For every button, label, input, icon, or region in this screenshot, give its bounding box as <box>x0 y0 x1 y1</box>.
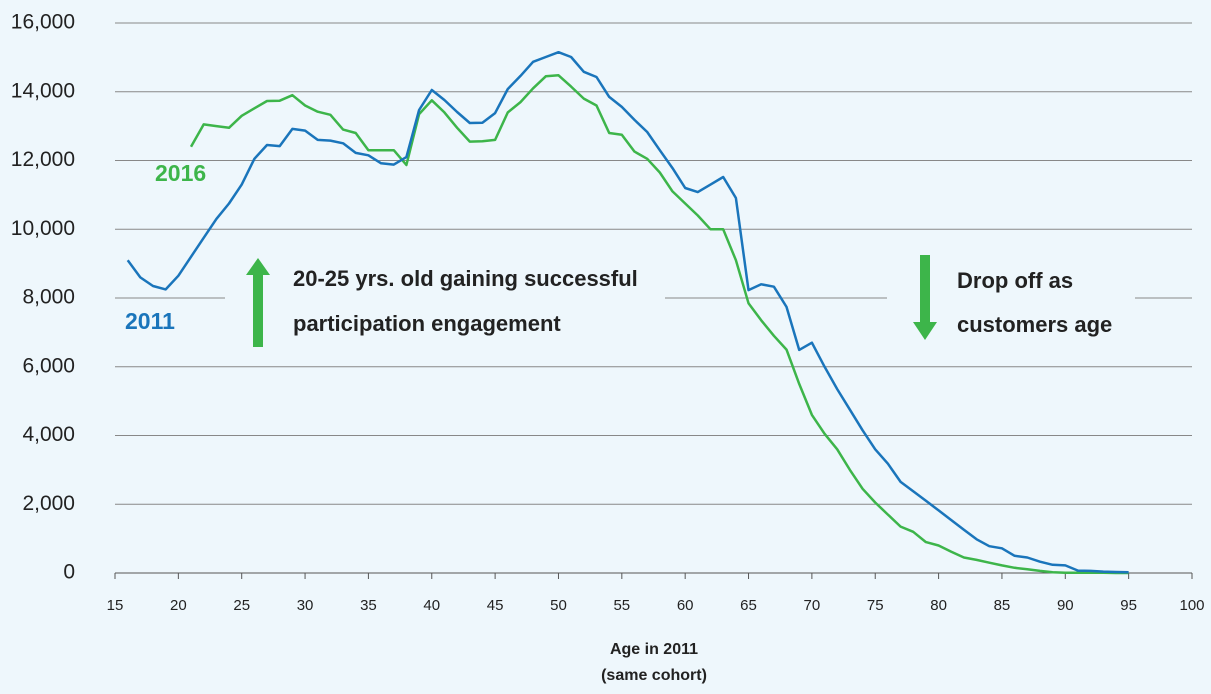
x-axis-label: Age in 2011 <box>610 641 698 658</box>
annotation: participation engagement <box>293 311 561 336</box>
x-tick-label: 60 <box>677 597 694 614</box>
annotation: Drop off as <box>957 268 1073 293</box>
y-tick-label: 16,000 <box>11 11 75 34</box>
y-tick-label: 12,000 <box>11 148 75 171</box>
y-tick-label: 10,000 <box>11 217 75 240</box>
y-tick-label: 2,000 <box>22 492 75 515</box>
annotation-box <box>225 250 665 350</box>
x-tick-label: 40 <box>423 597 440 614</box>
x-tick-label: 90 <box>1057 597 1074 614</box>
series-label: 2016 <box>155 160 206 186</box>
x-tick-label: 50 <box>550 597 567 614</box>
x-tick-label: 95 <box>1120 597 1137 614</box>
x-tick-label: 20 <box>170 597 187 614</box>
x-tick-label: 45 <box>487 597 504 614</box>
y-tick-label: 14,000 <box>11 79 75 102</box>
arrow-up <box>246 258 270 347</box>
x-tick-label: 70 <box>804 597 821 614</box>
y-tick-label: 4,000 <box>22 423 75 446</box>
x-tick-label: 35 <box>360 597 377 614</box>
x-tick-label: 85 <box>994 597 1011 614</box>
y-tick-label: 8,000 <box>22 286 75 309</box>
x-tick-label: 30 <box>297 597 314 614</box>
x-tick-label: 80 <box>930 597 947 614</box>
series-label: 2011 <box>125 308 175 334</box>
annotation: 20-25 yrs. old gaining successful <box>293 266 638 291</box>
x-tick-label: 55 <box>613 597 630 614</box>
arrow-down <box>913 255 937 340</box>
x-tick-label: 25 <box>233 597 250 614</box>
series-line <box>189 74 1129 575</box>
x-tick-label: 75 <box>867 597 884 614</box>
x-axis-label: (same cohort) <box>601 667 707 684</box>
x-tick-label: 15 <box>107 597 124 614</box>
annotation: customers age <box>957 312 1112 337</box>
series-line <box>126 50 1129 574</box>
y-tick-label: 0 <box>63 561 75 584</box>
y-tick-label: 6,000 <box>22 354 75 377</box>
x-tick-label: 100 <box>1179 597 1204 614</box>
x-tick-label: 65 <box>740 597 757 614</box>
